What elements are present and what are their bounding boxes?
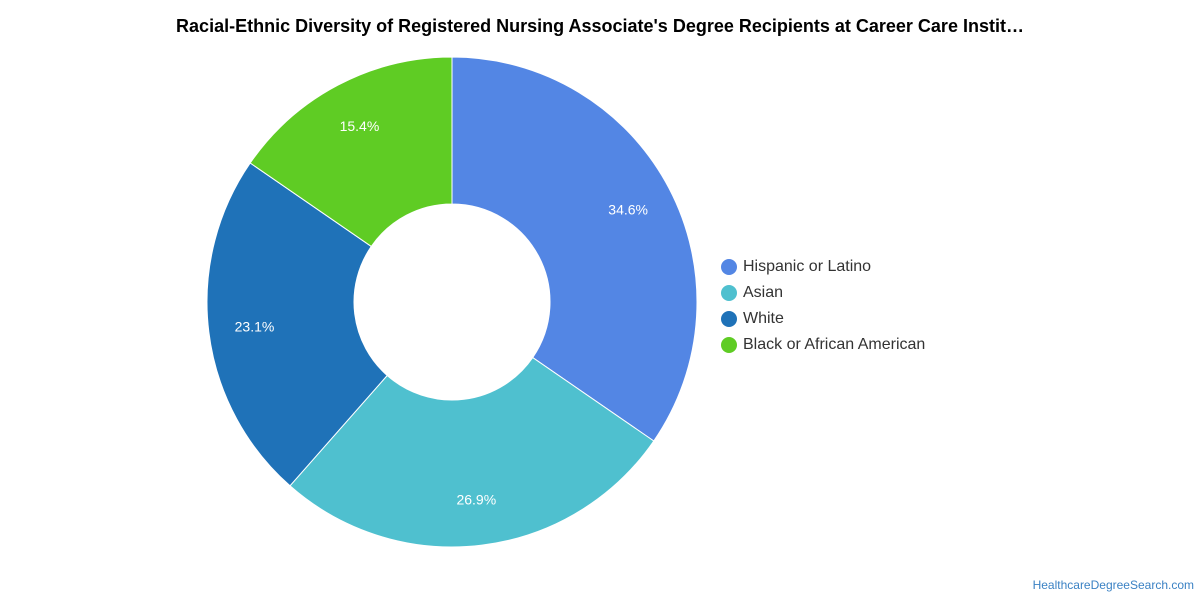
legend-label: Black or African American <box>743 336 926 353</box>
slice-label-asian: 26.9% <box>456 492 496 508</box>
source-credit-link[interactable]: HealthcareDegreeSearch.com <box>1032 578 1194 592</box>
legend-swatch <box>721 311 737 327</box>
slice-black-or-african-american[interactable] <box>249 56 453 248</box>
slice-label-hispanic-or-latino: 34.6% <box>608 201 648 217</box>
slice-asian[interactable] <box>289 356 655 548</box>
legend-label: Asian <box>743 284 784 301</box>
donut-slices <box>206 56 698 548</box>
legend-label: White <box>743 310 784 327</box>
chart-legend: Hispanic or Latino Asian White Black or Afr… <box>721 254 925 358</box>
legend-item-black-or-african-american[interactable]: Black or African American <box>721 332 925 358</box>
legend-item-white[interactable]: White <box>721 306 925 332</box>
slice-label-black-or-african-american: 15.4% <box>340 118 380 134</box>
legend-label: Hispanic or Latino <box>743 258 872 275</box>
chart-title: Racial-Ethnic Diversity of Registered Nu… <box>176 16 1024 36</box>
donut-slice-labels: 34.6% 26.9% 23.1% 15.4% <box>235 118 648 508</box>
legend-swatch <box>721 285 737 301</box>
slice-label-white: 23.1% <box>235 318 275 334</box>
legend-swatch <box>721 337 737 353</box>
slice-white[interactable] <box>206 162 388 487</box>
legend-swatch <box>721 259 737 275</box>
legend-item-asian[interactable]: Asian <box>721 280 925 306</box>
slice-hispanic-or-latino[interactable] <box>451 56 698 442</box>
legend-item-hispanic-or-latino[interactable]: Hispanic or Latino <box>721 254 925 280</box>
